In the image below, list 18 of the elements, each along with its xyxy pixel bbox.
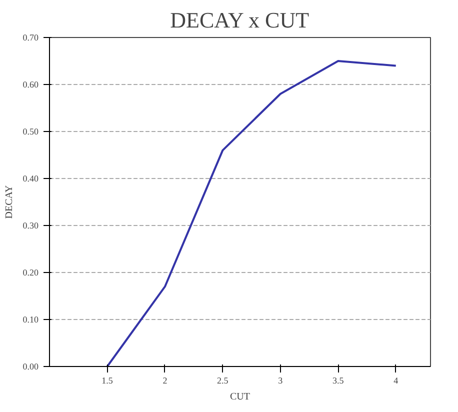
chart-title: DECAY x CUT [170,8,310,32]
x-axis-title: CUT [230,392,250,402]
x-tick-label: 1.5 [102,376,114,386]
x-tick-label: 2.5 [217,376,229,386]
y-tick-label: 0.20 [22,268,39,278]
y-axis-title: DECAY [4,185,15,219]
x-tick-label: 4 [394,376,399,386]
y-tick-label: 0.50 [22,126,39,136]
x-tick-label: 3 [278,376,284,386]
y-tick-label: 0.70 [22,32,39,42]
y-tick-label: 0.00 [22,362,39,372]
line-series [106,60,397,366]
y-tick-label: 0.40 [22,174,39,184]
y-tick-label: 0.30 [22,220,39,230]
x-tick-label: 2 [162,376,168,386]
y-tick-label: 0.60 [22,80,39,90]
y-tick-label: 0.10 [22,314,39,324]
x-tick-label: 3.5 [332,376,344,386]
